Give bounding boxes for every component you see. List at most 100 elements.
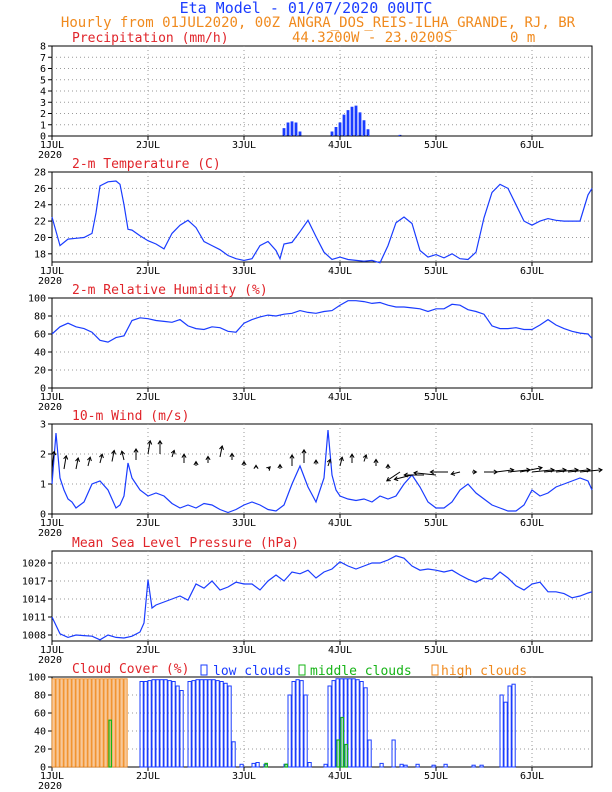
y-tick-label: 0	[40, 132, 46, 143]
low-cloud-bar	[187, 681, 192, 768]
wind-arrow	[567, 469, 591, 473]
low-cloud-bar	[415, 763, 420, 768]
series-line	[51, 180, 593, 264]
wind-arrow	[394, 474, 413, 480]
x-tick-label: 5JUL	[424, 771, 448, 782]
low-cloud-bar	[511, 683, 516, 768]
legend-low-clouds: low clouds	[213, 664, 291, 679]
low-cloud-bar	[399, 763, 404, 768]
y-tick-label: 0	[40, 384, 46, 395]
wind-arrow-head	[253, 464, 259, 469]
wind-arrow-head	[385, 476, 391, 482]
low-cloud-bar	[363, 687, 368, 768]
wind-arrow-head	[229, 452, 235, 458]
low-cloud-bar	[287, 694, 292, 768]
wind-arrow-head	[181, 453, 187, 458]
header-coords: 44.3200W - 23.0200S	[292, 30, 452, 46]
y-tick-label: 80	[34, 312, 46, 323]
y-tick-label: 2	[40, 109, 46, 120]
wind-arrow-head	[326, 458, 332, 464]
wind-arrow	[111, 450, 115, 462]
low-cloud-bar	[499, 694, 504, 768]
wind-arrow-head	[429, 469, 435, 475]
wind-arrow	[543, 469, 567, 473]
wind-arrow-head	[538, 465, 543, 471]
low-cloud-bar	[391, 739, 396, 768]
panel-title: 2-m Relative Humidity (%)	[72, 283, 268, 298]
wind-arrow-head	[133, 448, 139, 453]
wind-arrow-head	[111, 449, 116, 455]
low-cloud-bar	[351, 678, 356, 768]
wind-arrow-head	[170, 449, 176, 455]
low-cloud-bar	[403, 764, 408, 768]
x-year-label: 2020	[38, 150, 62, 161]
x-tick-label: 6JUL	[520, 266, 544, 277]
wind-arrow-head	[266, 466, 271, 471]
low-cloud-bar	[507, 685, 512, 768]
low-cloud-bar	[479, 764, 484, 768]
wind-arrow	[339, 457, 343, 467]
wind-arrow-head	[193, 460, 199, 466]
low-cloud-bar	[219, 681, 224, 768]
high-cloud-bar	[123, 678, 128, 768]
x-tick-label: 4JUL	[328, 392, 352, 403]
wind-arrow-head	[313, 459, 319, 464]
precip-bar	[350, 106, 354, 136]
high-cloud-bar	[71, 678, 76, 768]
low-cloud-bar	[207, 679, 212, 768]
wind-arrow	[451, 471, 461, 475]
legend-high-clouds: high clouds	[441, 664, 527, 679]
mid-cloud-bar	[264, 762, 269, 768]
legend-low-box	[200, 664, 208, 676]
x-tick-label: 4JUL	[328, 518, 352, 529]
x-tick-label: 5JUL	[424, 518, 448, 529]
low-cloud-bar	[251, 762, 256, 768]
wind-arrow	[121, 451, 125, 461]
low-cloud-bar	[355, 679, 360, 768]
wind-arrow	[386, 471, 401, 482]
y-tick-label: 8	[40, 42, 46, 53]
low-cloud-bar	[175, 685, 180, 768]
y-tick-label: 2	[40, 450, 46, 461]
y-tick-label: 1014	[22, 595, 46, 606]
y-tick-label: 28	[34, 168, 46, 179]
x-tick-label: 5JUL	[424, 266, 448, 277]
mid-cloud-bar	[344, 743, 349, 768]
precip-bar	[342, 114, 346, 136]
high-cloud-bar	[95, 678, 100, 768]
high-cloud-bar	[111, 678, 116, 768]
high-cloud-bar	[115, 678, 120, 768]
x-tick-label: 6JUL	[520, 518, 544, 529]
legend-middle-box	[298, 664, 306, 676]
x-tick-label: 3JUL	[232, 645, 256, 656]
wind-arrow	[579, 469, 603, 473]
wind-arrow-head	[362, 453, 368, 459]
panel-title: 2-m Temperature (C)	[72, 157, 221, 172]
high-cloud-bar	[79, 678, 84, 768]
precip-bar	[290, 121, 294, 136]
panel-frame	[51, 550, 593, 642]
y-tick-label: 80	[34, 691, 46, 702]
y-tick-label: 1020	[22, 559, 46, 570]
x-tick-label: 1JUL	[40, 392, 64, 403]
wind-arrow-head	[87, 456, 92, 462]
x-tick-label: 3JUL	[232, 771, 256, 782]
wind-arrow-head	[157, 439, 163, 445]
x-tick-label: 1JUL	[40, 518, 64, 529]
wind-arrow-head	[413, 470, 418, 476]
low-cloud-bar	[159, 679, 164, 768]
low-cloud-bar	[171, 681, 176, 768]
high-cloud-bar	[51, 678, 56, 768]
high-cloud-bar	[103, 678, 108, 768]
series-line	[51, 429, 593, 514]
x-tick-label: 5JUL	[424, 392, 448, 403]
wind-arrow	[519, 467, 543, 473]
panel-title: Mean Sea Level Pressure (hPa)	[72, 536, 299, 551]
precip-bar	[346, 110, 350, 136]
y-tick-label: 100	[28, 673, 46, 684]
x-tick-label: 2JUL	[136, 645, 160, 656]
wind-arrow-head	[147, 439, 153, 445]
mid-cloud-bar	[284, 763, 289, 768]
x-year-label: 2020	[38, 655, 62, 666]
